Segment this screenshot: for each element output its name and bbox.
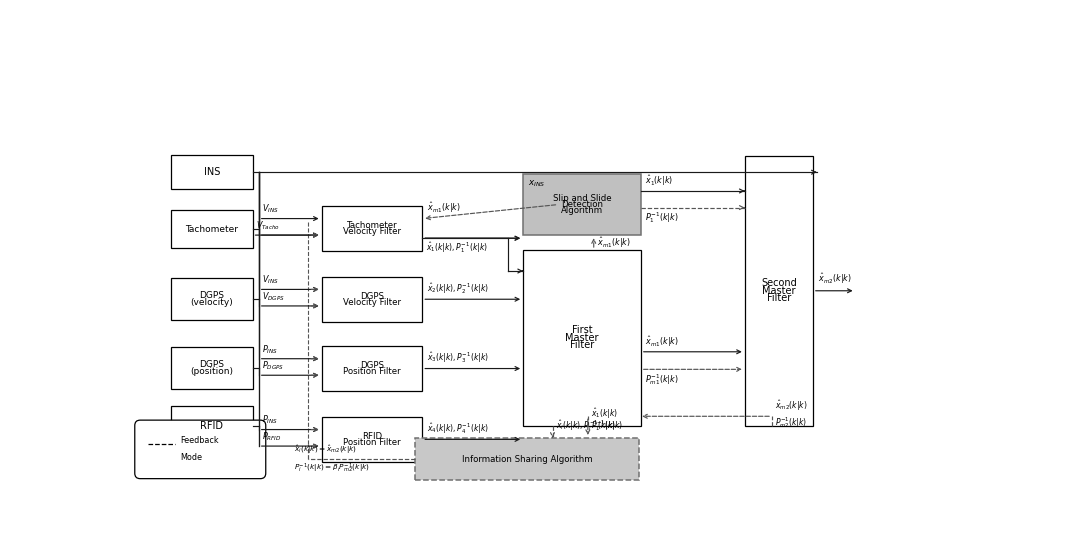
Text: DGPS: DGPS xyxy=(360,361,384,370)
Text: $\hat{x}_{m1}(k|k)$: $\hat{x}_{m1}(k|k)$ xyxy=(644,334,679,349)
Text: Filter: Filter xyxy=(766,293,791,303)
Text: $\hat{x}_1(k|k), P_1^{-1}(k|k)$: $\hat{x}_1(k|k), P_1^{-1}(k|k)$ xyxy=(427,241,488,256)
Text: Tachometer: Tachometer xyxy=(185,225,238,233)
Text: Tachometer: Tachometer xyxy=(346,220,398,230)
Bar xyxy=(172,406,253,445)
Text: DGPS: DGPS xyxy=(360,292,384,300)
Text: Second: Second xyxy=(761,279,796,288)
Text: $\hat{x}_{m1}(k|k)$: $\hat{x}_{m1}(k|k)$ xyxy=(427,201,461,216)
Text: $x_{INS}$: $x_{INS}$ xyxy=(528,178,546,189)
Text: $V_{INS}$: $V_{INS}$ xyxy=(262,274,279,286)
Text: (position): (position) xyxy=(191,367,234,376)
Text: $\hat{x}_3(k|k), P_3^{-1}(k|k)$: $\hat{x}_3(k|k), P_3^{-1}(k|k)$ xyxy=(427,350,489,365)
Text: Filter: Filter xyxy=(570,340,594,350)
Bar xyxy=(322,346,422,391)
Text: $P_{m2}^{-1}(k|k)$: $P_{m2}^{-1}(k|k)$ xyxy=(775,415,807,430)
Bar xyxy=(322,206,422,251)
Text: $\hat{x}_{m2}(k|k)$: $\hat{x}_{m2}(k|k)$ xyxy=(775,399,807,413)
Text: Master: Master xyxy=(565,333,598,343)
Text: $\hat{x}_{m1}(k|k)$: $\hat{x}_{m1}(k|k)$ xyxy=(597,236,630,250)
Bar xyxy=(415,438,639,480)
Text: $V_{Tacho}$: $V_{Tacho}$ xyxy=(256,219,280,232)
Text: $P_1^{-1}(k|k)$: $P_1^{-1}(k|k)$ xyxy=(591,418,623,433)
Text: $\hat{x}_i(k|k) = \hat{x}_{m2}(k|k)$: $\hat{x}_i(k|k) = \hat{x}_{m2}(k|k)$ xyxy=(295,444,358,456)
Text: DGPS: DGPS xyxy=(199,360,224,369)
Text: Position Filter: Position Filter xyxy=(343,438,401,447)
Text: $\hat{x}_{m2}(k|k)$: $\hat{x}_{m2}(k|k)$ xyxy=(818,272,851,286)
Text: $V_{DGPS}$: $V_{DGPS}$ xyxy=(262,291,285,303)
Text: Velocity Filter: Velocity Filter xyxy=(343,227,401,236)
Text: $\hat{x}_i(k|k), P_i^{-1}(k|k)$: $\hat{x}_i(k|k), P_i^{-1}(k|k)$ xyxy=(555,418,615,433)
Text: Information Sharing Algorithm: Information Sharing Algorithm xyxy=(462,454,592,464)
Text: $V_{INS}$: $V_{INS}$ xyxy=(262,203,279,216)
Bar xyxy=(523,174,641,235)
Bar xyxy=(322,277,422,321)
Text: INS: INS xyxy=(204,167,220,177)
Text: $\hat{x}_1(k|k)$: $\hat{x}_1(k|k)$ xyxy=(645,173,674,188)
Bar xyxy=(745,156,813,426)
Text: $P_{m1}^{-1}(k|k)$: $P_{m1}^{-1}(k|k)$ xyxy=(644,371,679,387)
Text: First: First xyxy=(571,325,592,336)
Bar xyxy=(172,347,253,389)
FancyBboxPatch shape xyxy=(135,420,266,478)
Text: Velocity Filter: Velocity Filter xyxy=(343,298,401,307)
Text: Mode: Mode xyxy=(180,453,203,463)
Text: $P_{INS}$: $P_{INS}$ xyxy=(262,343,278,356)
Text: $P_{INS}$: $P_{INS}$ xyxy=(262,414,278,426)
Text: $P_1^{-1}(k|k)$: $P_1^{-1}(k|k)$ xyxy=(645,210,679,225)
Text: Detection: Detection xyxy=(561,200,602,209)
Text: Master: Master xyxy=(762,286,795,296)
Text: $P_{RFID}$: $P_{RFID}$ xyxy=(262,431,282,443)
Bar xyxy=(172,210,253,248)
Bar xyxy=(172,155,253,189)
Text: Slip and Slide: Slip and Slide xyxy=(553,194,611,203)
Text: $\hat{x}_1(k|k)$: $\hat{x}_1(k|k)$ xyxy=(591,407,619,421)
Text: $\hat{x}_4(k|k), P_4^{-1}(k|k)$: $\hat{x}_4(k|k), P_4^{-1}(k|k)$ xyxy=(427,421,489,436)
Bar xyxy=(322,417,422,462)
Text: $\hat{x}_2(k|k), P_2^{-1}(k|k)$: $\hat{x}_2(k|k), P_2^{-1}(k|k)$ xyxy=(427,281,489,296)
Text: $P_{DGPS}$: $P_{DGPS}$ xyxy=(262,359,284,372)
Text: RFID: RFID xyxy=(362,432,382,441)
Text: $P_i^{-1}(k|k) = \beta_i P_{m2}^{-1}(k|k)$: $P_i^{-1}(k|k) = \beta_i P_{m2}^{-1}(k|k… xyxy=(295,462,371,475)
Text: Feedback: Feedback xyxy=(180,436,219,445)
Text: RFID: RFID xyxy=(200,420,223,431)
Text: DGPS: DGPS xyxy=(199,291,224,300)
Text: (velocity): (velocity) xyxy=(191,298,234,307)
Bar xyxy=(523,250,641,426)
Text: Position Filter: Position Filter xyxy=(343,367,401,376)
Text: Algorithm: Algorithm xyxy=(561,206,604,216)
Bar xyxy=(172,277,253,320)
